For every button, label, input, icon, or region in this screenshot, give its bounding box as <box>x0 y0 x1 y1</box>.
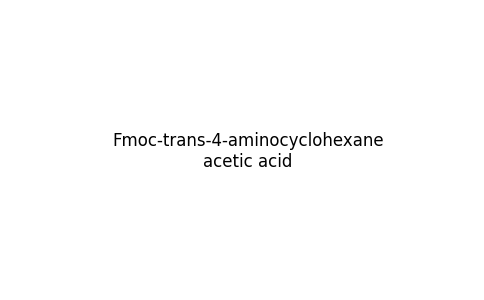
Text: Fmoc-trans-4-aminocyclohexane
acetic acid: Fmoc-trans-4-aminocyclohexane acetic aci… <box>112 132 384 171</box>
